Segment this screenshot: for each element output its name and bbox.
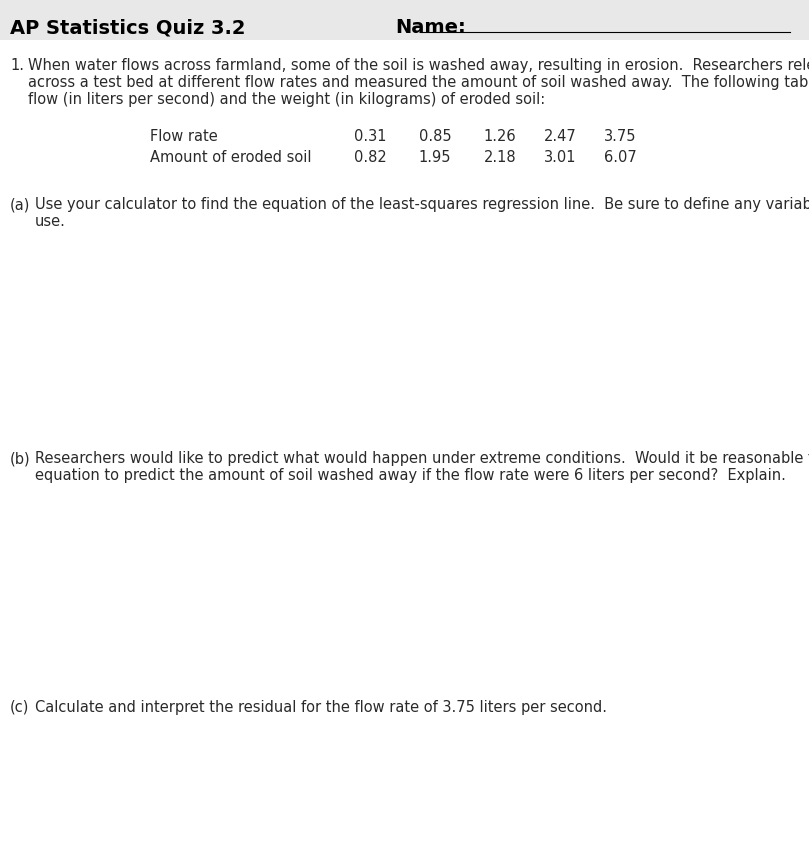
Text: (c): (c) — [10, 700, 29, 715]
Text: Calculate and interpret the residual for the flow rate of 3.75 liters per second: Calculate and interpret the residual for… — [35, 700, 607, 715]
Text: flow (in liters per second) and the weight (in kilograms) of eroded soil:: flow (in liters per second) and the weig… — [28, 92, 545, 107]
Text: Amount of eroded soil: Amount of eroded soil — [150, 150, 311, 165]
Text: Name:: Name: — [395, 18, 466, 37]
Text: AP Statistics Quiz 3.2: AP Statistics Quiz 3.2 — [10, 18, 245, 37]
Text: 3.01: 3.01 — [544, 150, 576, 165]
Text: 1.26: 1.26 — [484, 129, 516, 144]
Text: Researchers would like to predict what would happen under extreme conditions.  W: Researchers would like to predict what w… — [35, 451, 809, 466]
Text: (a): (a) — [10, 197, 31, 212]
Text: 0.31: 0.31 — [354, 129, 386, 144]
Text: 1.: 1. — [10, 58, 24, 73]
Text: 2.47: 2.47 — [544, 129, 576, 144]
Bar — [0, 0, 809, 40]
Text: 0.82: 0.82 — [354, 150, 387, 165]
Text: 1.95: 1.95 — [419, 150, 451, 165]
Text: use.: use. — [35, 214, 66, 229]
Text: across a test bed at different flow rates and measured the amount of soil washed: across a test bed at different flow rate… — [28, 75, 809, 90]
Text: 0.85: 0.85 — [419, 129, 451, 144]
Text: Flow rate: Flow rate — [150, 129, 218, 144]
Text: Use your calculator to find the equation of the least-squares regression line.  : Use your calculator to find the equation… — [35, 197, 809, 212]
Text: equation to predict the amount of soil washed away if the flow rate were 6 liter: equation to predict the amount of soil w… — [35, 468, 786, 483]
Text: 6.07: 6.07 — [604, 150, 637, 165]
Text: 3.75: 3.75 — [604, 129, 636, 144]
Text: 2.18: 2.18 — [484, 150, 516, 165]
Text: (b): (b) — [10, 451, 31, 466]
Text: When water flows across farmland, some of the soil is washed away, resulting in : When water flows across farmland, some o… — [28, 58, 809, 73]
